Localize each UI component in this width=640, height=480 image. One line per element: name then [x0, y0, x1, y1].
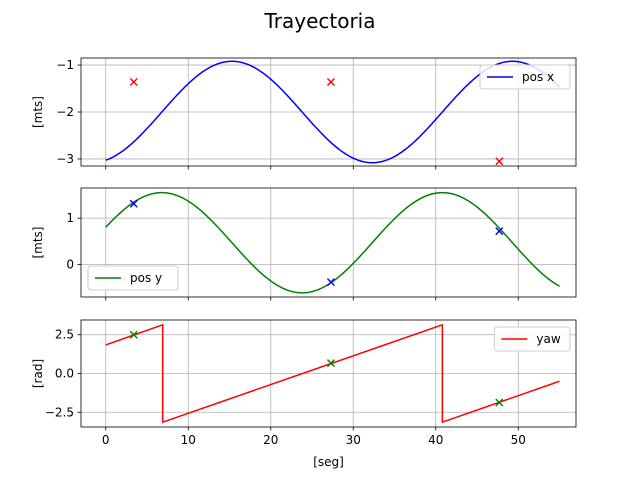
subplots: −3 −2 −1 [mts] pos x 0 1 [mts] pos y 0 10 20 30 40 50 −…: [31, 57, 577, 447]
legend: pos y: [87, 265, 179, 291]
marker-x: [495, 227, 504, 236]
legend-box: [479, 64, 571, 90]
marker-x: [129, 199, 138, 208]
y-tick-label: 2.5: [55, 328, 74, 342]
chart-title: Trayectoria: [263, 9, 375, 33]
series-line-yaw: [105, 324, 560, 423]
axes-frame: [80, 187, 577, 298]
legend-label: pos x: [522, 70, 554, 84]
y-axis-label: [rad]: [31, 359, 45, 388]
x-tick-label: 40: [428, 433, 443, 447]
legend-box: [87, 265, 179, 291]
marker-x: [326, 77, 335, 86]
marker-x: [326, 278, 335, 287]
legend-label: pos y: [130, 271, 162, 285]
marker-x: [495, 157, 504, 166]
y-tick-label: −1: [56, 58, 74, 72]
x-tick-label: 10: [181, 433, 196, 447]
subplot-3: 0 10 20 30 40 50 −2.5 0.0 2.5 [rad] yaw: [31, 319, 577, 447]
legend-label: yaw: [536, 332, 560, 346]
x-axis-label: [seg]: [313, 455, 344, 469]
marker-x: [326, 359, 335, 368]
x-tick-label: 50: [511, 433, 526, 447]
y-tick-label: −3: [56, 152, 74, 166]
legend: yaw: [493, 326, 571, 352]
x-tick-label: 0: [102, 433, 110, 447]
y-tick-label: 0: [66, 258, 74, 272]
x-tick-label: 30: [346, 433, 361, 447]
series-line-pos-y: [105, 191, 560, 294]
x-tick-label: 20: [263, 433, 278, 447]
y-axis-label: [mts]: [31, 96, 45, 128]
y-tick-label: 0.0: [55, 367, 74, 381]
y-tick-label: 1: [66, 211, 74, 225]
subplot-2: 0 1 [mts] pos y: [31, 187, 577, 301]
marker-x: [495, 398, 504, 407]
y-tick-label: −2.5: [45, 405, 74, 419]
y-axis-label: [mts]: [31, 226, 45, 258]
y-tick-label: −2: [56, 105, 74, 119]
legend-box: [493, 326, 571, 352]
subplot-1: −3 −2 −1 [mts] pos x: [31, 57, 577, 170]
marker-x: [129, 330, 138, 339]
marker-x: [129, 77, 138, 86]
legend: pos x: [479, 64, 571, 90]
